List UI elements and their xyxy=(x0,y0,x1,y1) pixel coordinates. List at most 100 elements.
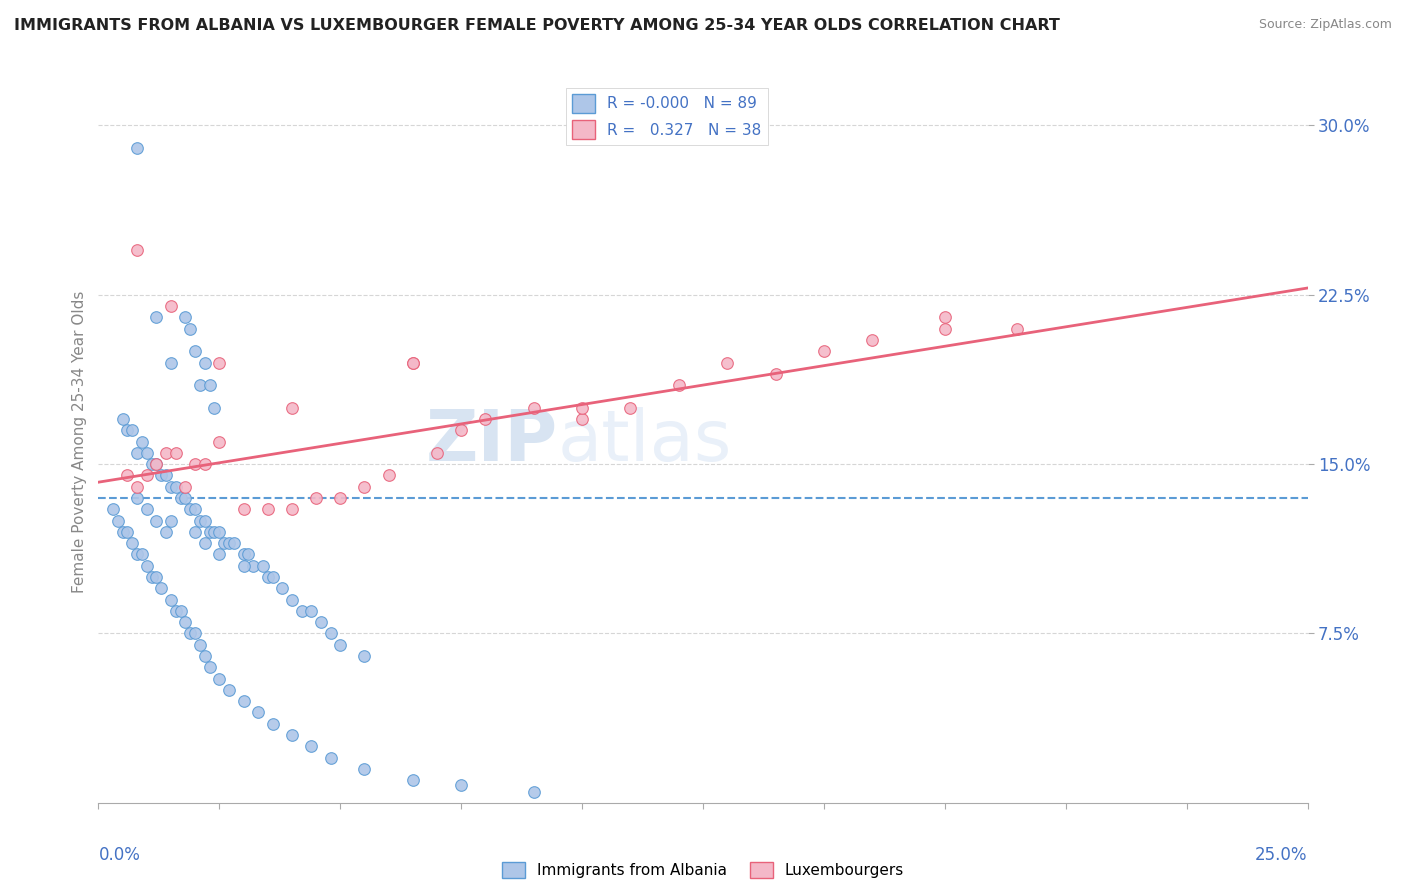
Point xyxy=(127,141,149,155)
Point xyxy=(668,378,690,392)
Text: 0.0%: 0.0% xyxy=(98,847,141,864)
Point xyxy=(329,491,352,505)
Point xyxy=(218,536,240,550)
Point xyxy=(179,626,201,640)
Point xyxy=(141,457,163,471)
Point xyxy=(160,514,183,528)
Point xyxy=(208,355,231,369)
Point xyxy=(127,491,149,505)
Point xyxy=(174,491,197,505)
Point xyxy=(150,468,173,483)
Point xyxy=(101,502,124,516)
Point xyxy=(184,626,207,640)
Point xyxy=(194,355,217,369)
Point xyxy=(309,615,332,630)
Text: IMMIGRANTS FROM ALBANIA VS LUXEMBOURGER FEMALE POVERTY AMONG 25-34 YEAR OLDS COR: IMMIGRANTS FROM ALBANIA VS LUXEMBOURGER … xyxy=(14,18,1060,33)
Point xyxy=(571,412,593,426)
Point xyxy=(329,638,352,652)
Point xyxy=(377,468,399,483)
Point xyxy=(619,401,641,415)
Point xyxy=(160,592,183,607)
Point xyxy=(117,524,139,539)
Point xyxy=(174,480,197,494)
Point xyxy=(262,716,284,731)
Text: 25.0%: 25.0% xyxy=(1256,847,1308,864)
Point xyxy=(716,355,738,369)
Point xyxy=(319,750,342,764)
Point xyxy=(208,548,231,562)
Point xyxy=(232,548,254,562)
Point xyxy=(155,524,177,539)
Point xyxy=(184,524,207,539)
Point xyxy=(281,592,304,607)
Point xyxy=(145,310,167,325)
Point xyxy=(299,604,322,618)
Point xyxy=(523,784,546,798)
Point xyxy=(111,412,134,426)
Point xyxy=(232,558,254,573)
Point xyxy=(934,310,956,325)
Point xyxy=(179,321,201,335)
Point xyxy=(232,502,254,516)
Point xyxy=(155,468,177,483)
Point xyxy=(198,378,221,392)
Point xyxy=(188,638,211,652)
Point xyxy=(135,502,157,516)
Point xyxy=(169,604,191,618)
Point xyxy=(353,762,375,776)
Point xyxy=(281,401,304,415)
Point xyxy=(145,457,167,471)
Legend: R = -0.000   N = 89, R =   0.327   N = 38: R = -0.000 N = 89, R = 0.327 N = 38 xyxy=(567,88,768,145)
Point xyxy=(145,514,167,528)
Point xyxy=(150,582,173,596)
Point xyxy=(450,423,472,437)
Point xyxy=(934,321,956,335)
Point xyxy=(208,672,231,686)
Point xyxy=(169,491,191,505)
Point xyxy=(194,536,217,550)
Point xyxy=(281,502,304,516)
Point xyxy=(194,457,217,471)
Point xyxy=(127,243,149,257)
Point xyxy=(290,604,312,618)
Point xyxy=(179,502,201,516)
Point xyxy=(204,401,226,415)
Point xyxy=(208,524,231,539)
Point xyxy=(212,536,235,550)
Point xyxy=(402,773,425,788)
Point xyxy=(194,648,217,663)
Point xyxy=(523,401,546,415)
Point xyxy=(188,514,211,528)
Point xyxy=(271,582,294,596)
Point xyxy=(281,728,304,742)
Point xyxy=(184,457,207,471)
Point xyxy=(135,558,157,573)
Text: Source: ZipAtlas.com: Source: ZipAtlas.com xyxy=(1258,18,1392,31)
Text: atlas: atlas xyxy=(558,407,733,476)
Point xyxy=(121,423,143,437)
Point xyxy=(141,570,163,584)
Point xyxy=(117,423,139,437)
Point xyxy=(765,367,787,381)
Point xyxy=(127,548,149,562)
Point xyxy=(135,446,157,460)
Point xyxy=(299,739,322,754)
Point xyxy=(160,355,183,369)
Point xyxy=(353,480,375,494)
Point xyxy=(121,536,143,550)
Point xyxy=(174,615,197,630)
Point xyxy=(198,660,221,674)
Point xyxy=(117,468,139,483)
Point xyxy=(252,558,274,573)
Point xyxy=(184,344,207,359)
Point xyxy=(194,514,217,528)
Point xyxy=(145,457,167,471)
Text: ZIP: ZIP xyxy=(426,407,558,476)
Point xyxy=(262,570,284,584)
Point xyxy=(571,401,593,415)
Point xyxy=(111,524,134,539)
Point xyxy=(242,558,264,573)
Point xyxy=(208,434,231,449)
Point xyxy=(402,355,425,369)
Point xyxy=(305,491,328,505)
